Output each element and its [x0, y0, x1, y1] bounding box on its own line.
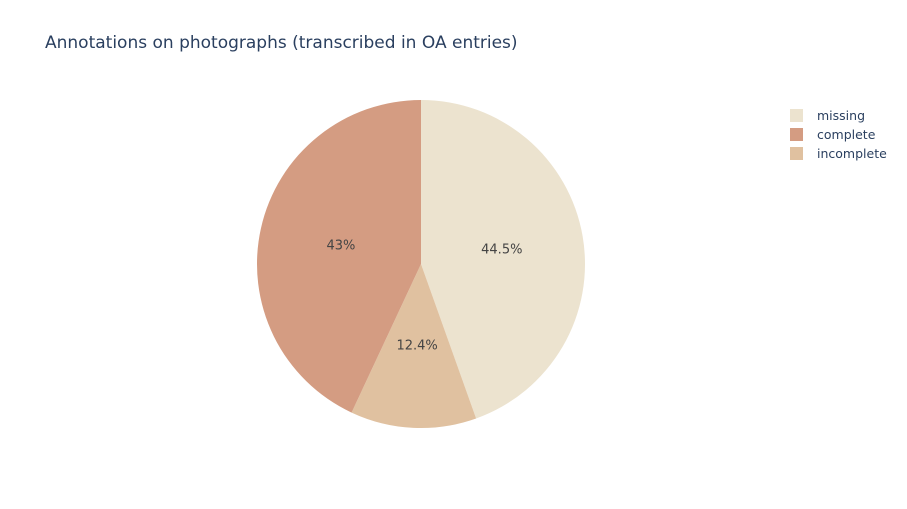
legend-item-incomplete[interactable]: incomplete [790, 144, 887, 163]
slice-label-incomplete: 12.4% [396, 338, 437, 353]
legend-item-missing[interactable]: missing [790, 106, 887, 125]
pie-slice-missing[interactable] [421, 100, 585, 419]
pie-slice-complete[interactable] [256, 99, 421, 413]
slice-label-complete: 43% [326, 239, 355, 254]
legend-label: incomplete [817, 146, 887, 161]
legend-label: missing [817, 108, 866, 123]
legend-swatch [790, 109, 803, 122]
slice-label-missing: 44.5% [481, 243, 522, 258]
legend-item-complete[interactable]: complete [790, 125, 887, 144]
pie-slice-incomplete[interactable] [351, 264, 477, 428]
legend: missing complete incomplete [790, 106, 887, 163]
chart-title: Annotations on photographs (transcribed … [45, 33, 518, 53]
legend-label: complete [817, 127, 876, 142]
legend-swatch [790, 128, 803, 141]
legend-swatch [790, 147, 803, 160]
